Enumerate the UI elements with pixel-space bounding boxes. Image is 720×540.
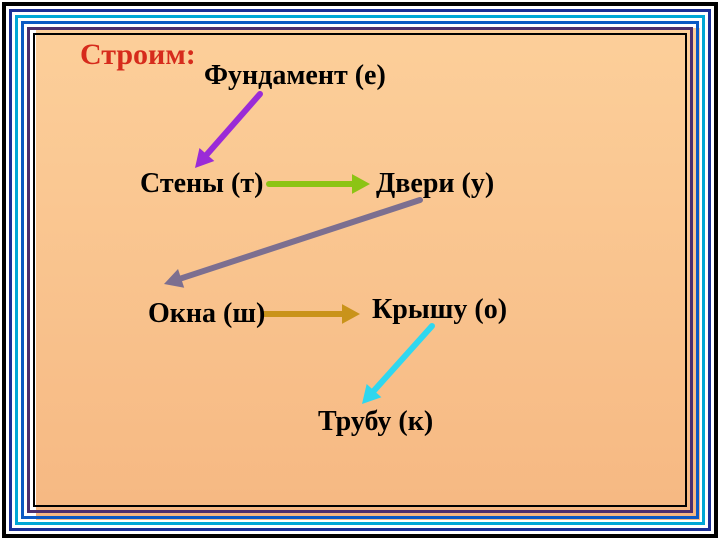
node-dveri: Двери (у) <box>376 168 494 200</box>
diagram-title: Строим: <box>80 38 196 72</box>
node-krysha: Крышу (о) <box>372 294 507 326</box>
node-fundament: Фундамент (е) <box>204 60 386 92</box>
node-okna: Окна (ш) <box>148 298 265 330</box>
node-truba: Трубу (к) <box>318 406 433 438</box>
stage: Строим: Фундамент (е) Стены (т) Двери (у… <box>0 0 720 540</box>
node-steny: Стены (т) <box>140 168 263 200</box>
